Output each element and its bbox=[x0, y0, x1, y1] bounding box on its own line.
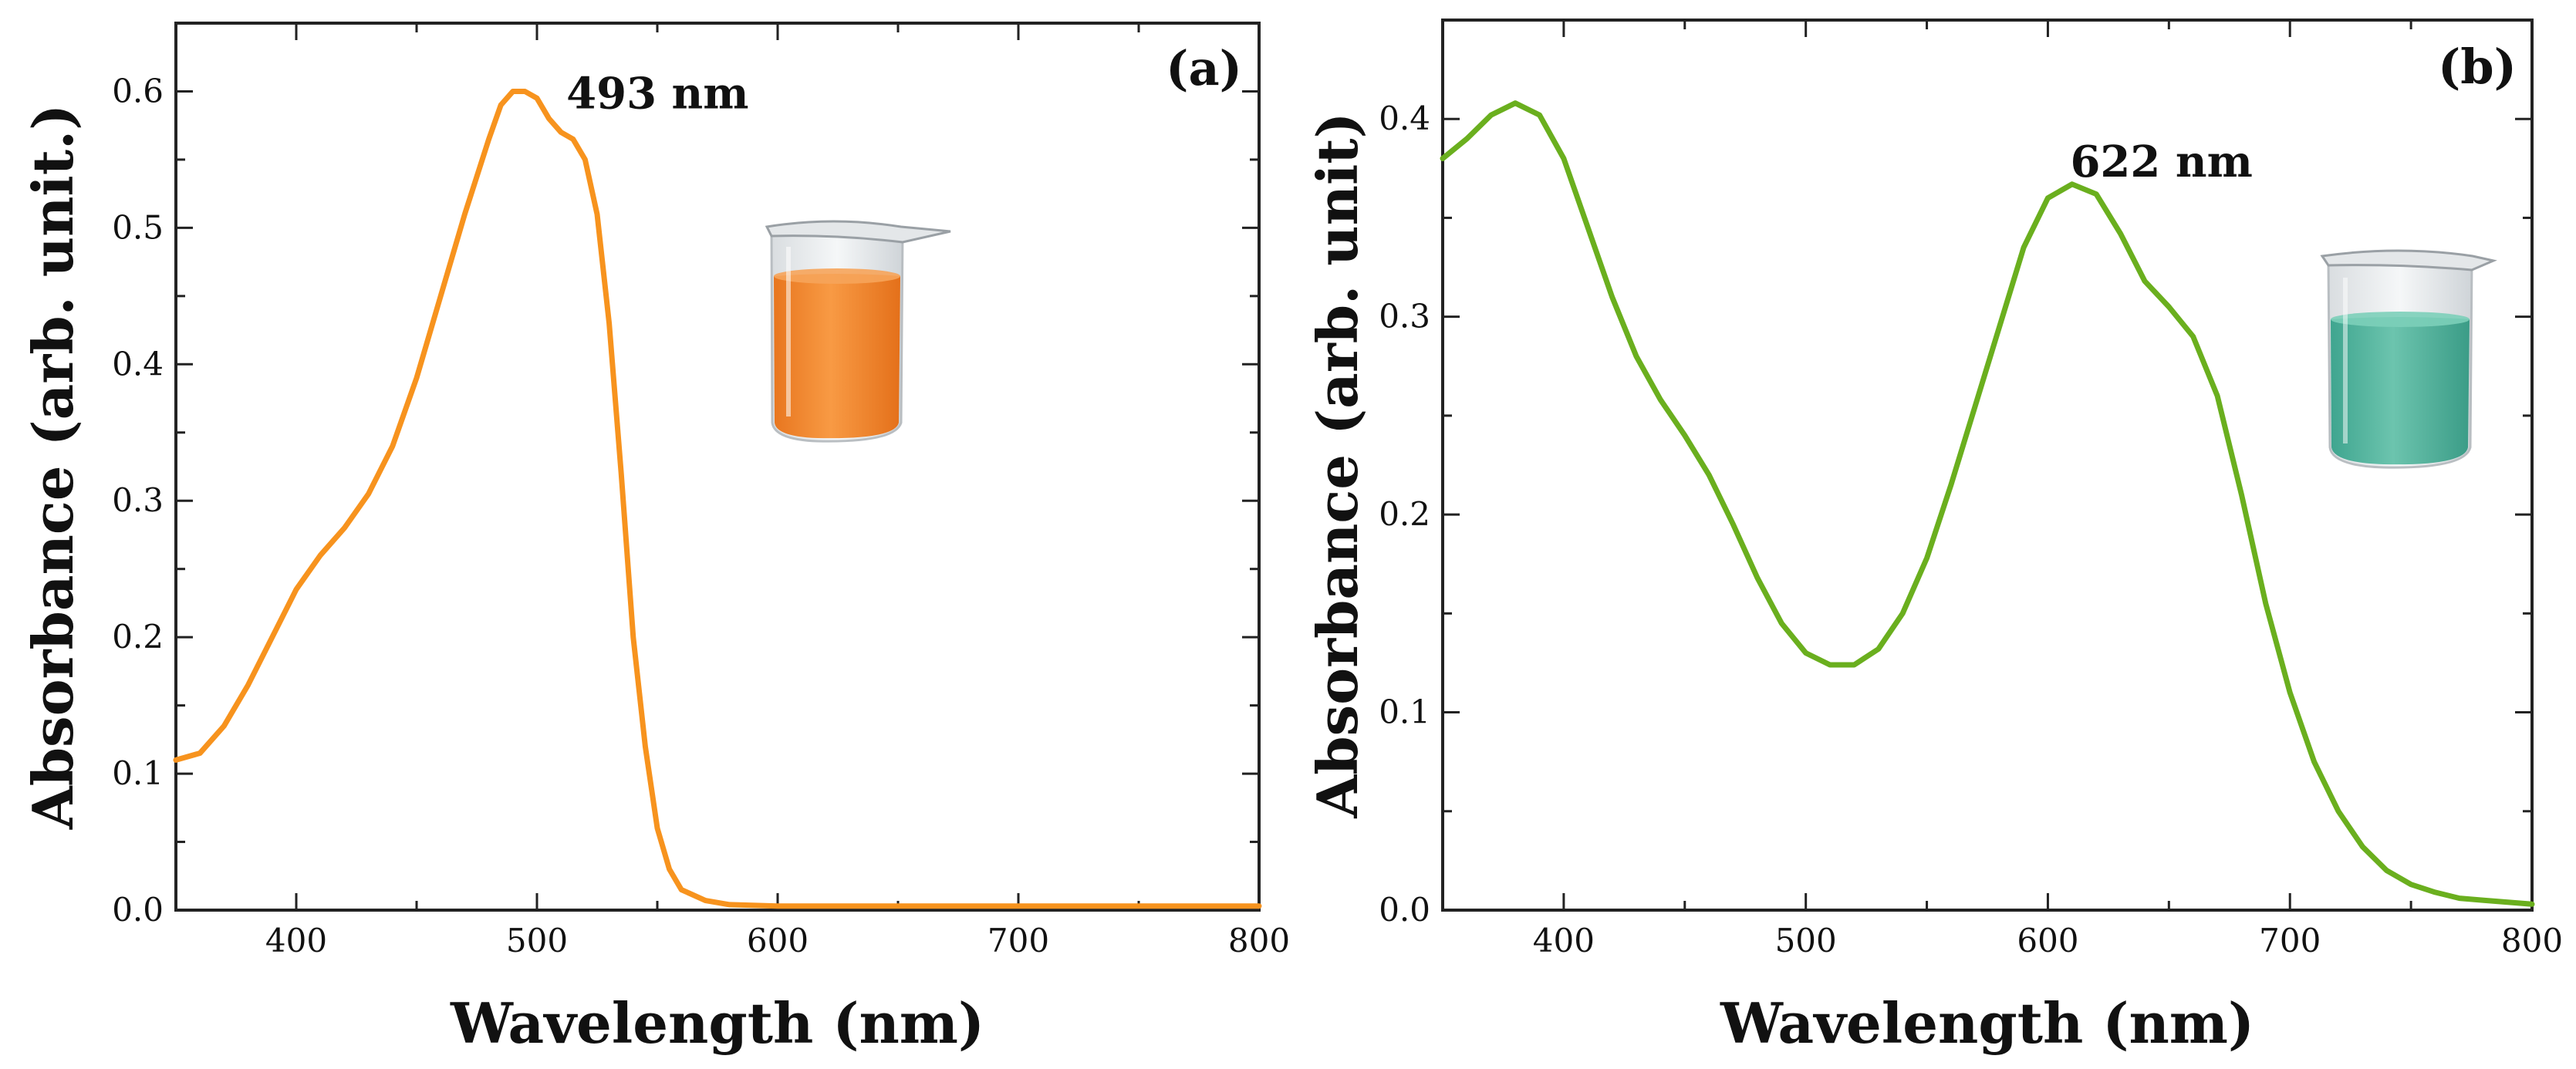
x-axis-title: Wavelength (nm) bbox=[1720, 990, 2254, 1056]
panel-label: (b) bbox=[2438, 39, 2517, 95]
y-tick-label: 0.4 bbox=[1379, 99, 1430, 137]
x-tick-label: 400 bbox=[265, 922, 327, 959]
x-tick-label: 600 bbox=[2017, 922, 2078, 959]
peak-annotation: 493 nm bbox=[566, 68, 748, 119]
series-line bbox=[173, 89, 1262, 909]
panel-b: 400 500 600 700 800 0.0 0.1 0.2 0.3 0.4 Wavelength… bbox=[1305, 19, 2563, 1056]
y-tick-label: 0.3 bbox=[112, 481, 164, 519]
y-axis-title: Absorbance (arb. unit) bbox=[1305, 112, 1370, 818]
y-tick-label: 0.0 bbox=[1379, 891, 1430, 929]
y-tick-label: 0.2 bbox=[1379, 495, 1430, 533]
y-tick-label: 0.2 bbox=[112, 618, 164, 656]
x-tick-label: 800 bbox=[2501, 922, 2563, 959]
panel-label: (a) bbox=[1166, 40, 1242, 96]
y-tick-label: 0.0 bbox=[112, 891, 164, 929]
x-tick-label: 500 bbox=[1775, 922, 1837, 959]
panel-a: 400 500 600 700 800 0.0 0.1 0.2 0.3 0.4 0.5 0.6 Wave… bbox=[20, 22, 1290, 1056]
y-tick-label: 0.1 bbox=[112, 754, 164, 792]
y-tick-label: 0.6 bbox=[112, 72, 164, 110]
y-tick-label: 0.4 bbox=[112, 345, 164, 383]
peak-annotation: 622 nm bbox=[2070, 137, 2252, 187]
orange-solution-beaker bbox=[765, 220, 951, 443]
y-tick-label: 0.5 bbox=[112, 208, 164, 246]
y-tick-label: 0.1 bbox=[1379, 693, 1430, 731]
y-axis-title: Absorbance (arb. unit.) bbox=[20, 104, 86, 830]
x-tick-label: 600 bbox=[747, 922, 809, 959]
plot-frame bbox=[174, 22, 1261, 912]
x-tick-label: 500 bbox=[506, 922, 568, 959]
plot-area: 400 500 600 700 800 0.0 0.1 0.2 0.3 0.4 Wavelength… bbox=[1305, 19, 2563, 1056]
x-tick-label: 700 bbox=[2259, 922, 2321, 959]
x-tick-label: 800 bbox=[1228, 922, 1290, 959]
x-tick-label: 400 bbox=[1533, 922, 1595, 959]
x-axis-title: Wavelength (nm) bbox=[450, 990, 984, 1056]
plot-area: 400 500 600 700 800 0.0 0.1 0.2 0.3 0.4 0.5 0.6 Wave… bbox=[20, 22, 1290, 1056]
x-tick-label: 700 bbox=[988, 922, 1049, 959]
y-tick-label: 0.3 bbox=[1379, 298, 1430, 336]
series-line bbox=[1440, 100, 2535, 907]
plot-frame bbox=[1441, 19, 2534, 912]
green-solution-beaker bbox=[2320, 249, 2497, 469]
